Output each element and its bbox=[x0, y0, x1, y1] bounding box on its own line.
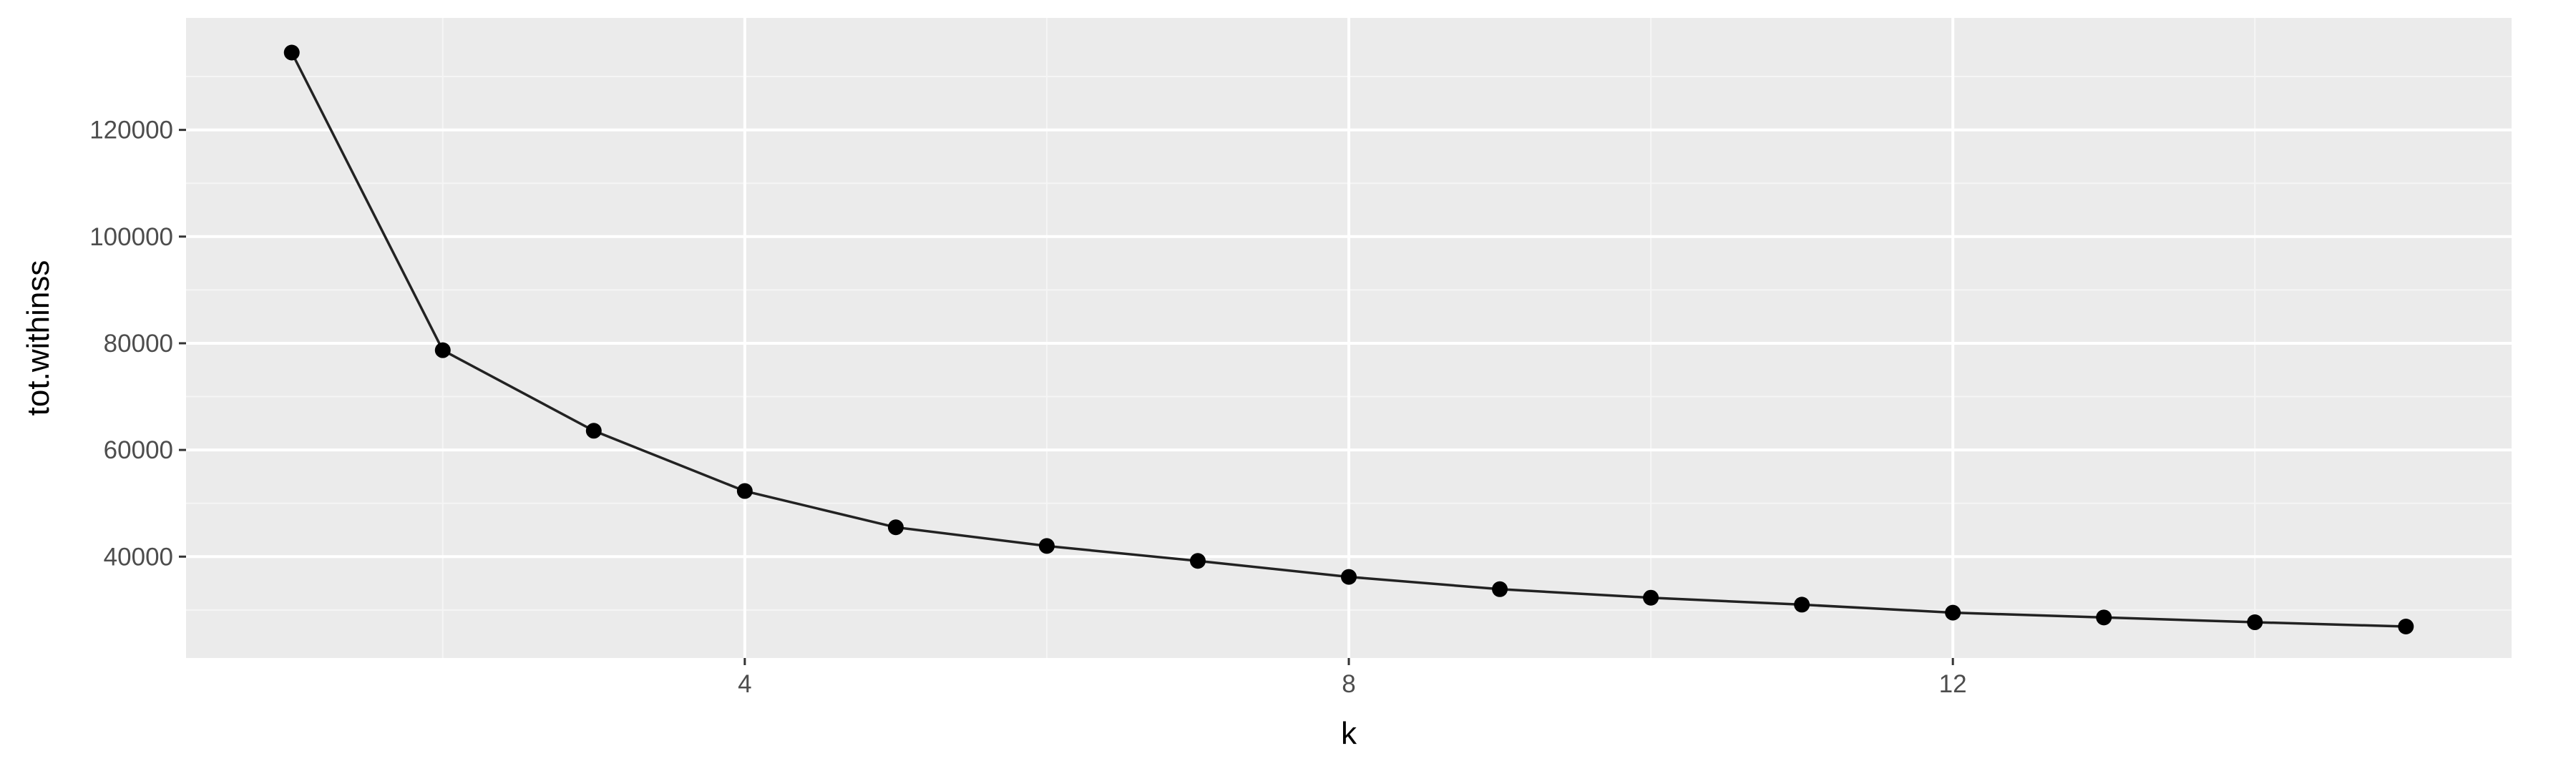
y-tick-label: 40000 bbox=[104, 543, 173, 571]
data-point bbox=[585, 423, 602, 439]
data-point bbox=[1189, 553, 1206, 569]
data-point bbox=[283, 44, 300, 61]
y-tick-label: 60000 bbox=[104, 436, 173, 464]
data-point bbox=[1794, 596, 1810, 613]
x-tick-label: 12 bbox=[1939, 670, 1967, 698]
x-axis-title: k bbox=[1341, 716, 1357, 751]
data-point bbox=[2398, 618, 2414, 634]
x-tick-label: 4 bbox=[738, 670, 751, 698]
y-axis-title: tot.withinss bbox=[21, 260, 56, 416]
y-axis: 40000 60000 80000 100000 120000 bbox=[89, 117, 186, 571]
data-point bbox=[1492, 581, 1508, 597]
x-axis: 4 8 12 bbox=[738, 658, 1967, 698]
data-point bbox=[887, 519, 904, 536]
data-point bbox=[434, 342, 451, 358]
major-gridlines bbox=[186, 18, 2512, 658]
y-tick-label: 80000 bbox=[104, 330, 173, 358]
data-point bbox=[1945, 604, 1961, 621]
data-point bbox=[2247, 614, 2263, 631]
data-point bbox=[1643, 589, 1659, 606]
data-point bbox=[1038, 538, 1055, 554]
data-point bbox=[2096, 609, 2112, 626]
points-layer bbox=[283, 44, 2414, 634]
y-tick-label: 100000 bbox=[89, 223, 173, 251]
y-tick-label: 120000 bbox=[89, 117, 173, 144]
x-tick-label: 8 bbox=[1342, 670, 1355, 698]
data-point bbox=[1341, 569, 1357, 585]
data-point bbox=[736, 483, 753, 499]
